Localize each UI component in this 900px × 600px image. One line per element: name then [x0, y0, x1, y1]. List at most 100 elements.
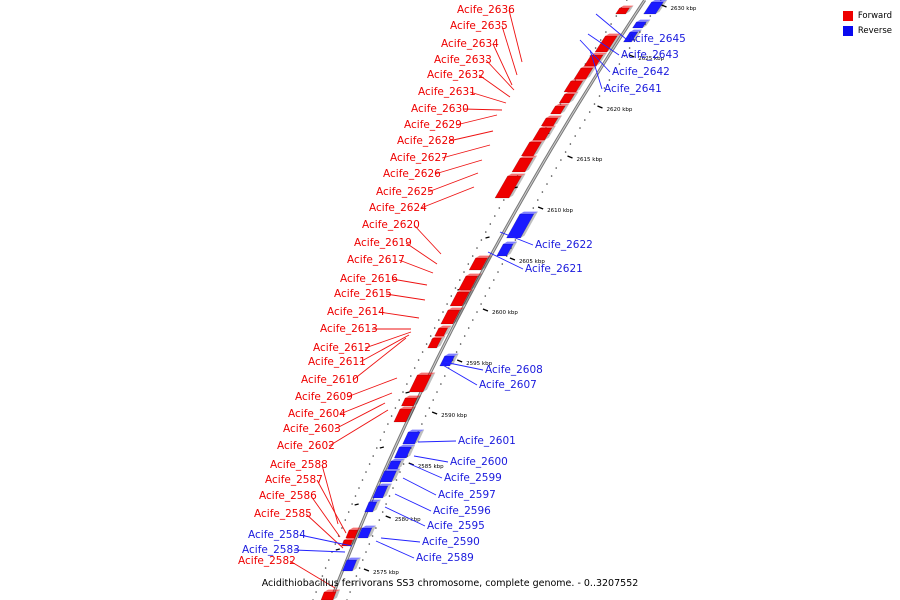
gene-shade — [354, 527, 363, 538]
track-dot — [467, 327, 470, 329]
track-dot — [388, 495, 391, 497]
track-dot — [485, 231, 487, 233]
reverse-gene-label[interactable]: Acife_2643 — [621, 49, 679, 61]
track-dot — [368, 543, 371, 545]
track-dot — [459, 343, 462, 345]
track-dot — [463, 335, 466, 337]
gene-bevel — [475, 255, 492, 258]
track-dash — [335, 548, 340, 551]
track-dot — [334, 543, 337, 545]
gene-shade — [352, 557, 361, 571]
track-dot — [433, 327, 436, 329]
forward-gene-label[interactable]: Acife_2635 — [450, 20, 508, 32]
reverse-gene-label[interactable]: Acife_2590 — [422, 536, 480, 548]
forward-gene-label[interactable]: Acife_2624 — [369, 202, 427, 214]
forward-gene-label[interactable]: Acife_2616 — [340, 273, 398, 285]
kbp-tick — [597, 105, 603, 109]
reverse-gene-label[interactable]: Acife_2584 — [248, 529, 306, 541]
forward-leader-line — [334, 402, 386, 430]
forward-gene-label[interactable]: Acife_2632 — [427, 69, 485, 81]
forward-gene-label[interactable]: Acife_2628 — [397, 135, 455, 147]
reverse-gene-label[interactable]: Acife_2622 — [535, 239, 593, 251]
forward-leader-line — [385, 293, 426, 301]
reverse-gene-label[interactable]: Acife_2645 — [628, 33, 686, 45]
track-dot — [594, 47, 597, 49]
track-dot — [440, 383, 442, 385]
forward-gene-label[interactable]: Acife_2615 — [334, 288, 392, 300]
forward-gene-label[interactable]: Acife_2582 — [238, 555, 296, 567]
reverse-gene-block — [496, 241, 518, 257]
track-dot — [362, 559, 364, 561]
reverse-gene-label[interactable]: Acife_2608 — [485, 364, 543, 376]
track-dot — [598, 95, 601, 97]
gene-shade — [462, 289, 474, 306]
forward-gene-label[interactable]: Acife_2614 — [327, 306, 385, 318]
track-dot — [639, 31, 641, 33]
forward-gene-label[interactable]: Acife_2609 — [295, 391, 353, 403]
forward-gene-label[interactable]: Acife_2617 — [347, 254, 405, 266]
forward-gene-label[interactable]: Acife_2636 — [457, 4, 515, 16]
forward-gene-label[interactable]: Acife_2620 — [362, 219, 420, 231]
track-dot — [537, 199, 539, 201]
forward-gene-label[interactable]: Acife_2612 — [313, 342, 371, 354]
reverse-gene-label[interactable]: Acife_2642 — [612, 66, 670, 78]
forward-gene-label[interactable]: Acife_2585 — [254, 508, 312, 520]
forward-gene-label[interactable]: Acife_2604 — [288, 408, 346, 420]
reverse-gene-label[interactable]: Acife_2597 — [438, 489, 496, 501]
forward-gene-label[interactable]: Acife_2619 — [354, 237, 412, 249]
gene-bevel — [520, 155, 538, 158]
forward-gene-label[interactable]: Acife_2633 — [434, 54, 492, 66]
reverse-gene-label[interactable]: Acife_2599 — [444, 472, 502, 484]
forward-gene-label[interactable]: Acife_2613 — [320, 323, 378, 335]
reverse-leader-line — [384, 506, 426, 527]
reverse-gene-label[interactable]: Acife_2595 — [427, 520, 485, 532]
forward-gene-label[interactable]: Acife_2602 — [277, 440, 335, 452]
reverse-leader-line — [589, 49, 603, 90]
reverse-leader-line — [487, 251, 524, 270]
gene-bevel — [349, 527, 363, 530]
forward-gene-label[interactable]: Acife_2625 — [376, 186, 434, 198]
legend-label-forward: Forward — [857, 10, 892, 21]
gene-face — [632, 21, 647, 29]
reverse-gene-label[interactable]: Acife_2583 — [242, 544, 300, 556]
kbp-label: 2590 kbp — [441, 413, 467, 419]
track-dot — [425, 343, 428, 345]
reverse-gene-label[interactable]: Acife_2601 — [458, 435, 516, 447]
forward-gene-label[interactable]: Acife_2634 — [441, 38, 499, 50]
reverse-gene-label[interactable]: Acife_2600 — [450, 456, 508, 468]
reverse-gene-label[interactable]: Acife_2596 — [433, 505, 491, 517]
forward-gene-label[interactable]: Acife_2627 — [390, 152, 448, 164]
forward-gene-label[interactable]: Acife_2631 — [418, 86, 476, 98]
forward-gene-label[interactable]: Acife_2626 — [383, 168, 441, 180]
kbp-tick — [537, 206, 544, 210]
reverse-leader-line — [417, 440, 457, 443]
kbp-label: 2605 kbp — [519, 259, 545, 265]
reverse-gene-label[interactable]: Acife_2621 — [525, 263, 583, 275]
track-dot — [471, 255, 474, 257]
forward-gene-label[interactable]: Acife_2611 — [308, 356, 366, 368]
gene-shade — [544, 125, 556, 140]
gene-shade — [642, 19, 651, 28]
legend-item-forward: Forward — [842, 8, 892, 23]
gene-shade — [481, 255, 492, 270]
reverse-leader-line — [375, 540, 415, 559]
forward-gene-label[interactable]: Acife_2588 — [270, 459, 328, 471]
forward-gene-label[interactable]: Acife_2610 — [301, 374, 359, 386]
track-dot — [472, 319, 474, 321]
gene-bevel — [507, 173, 526, 176]
forward-gene-label[interactable]: Acife_2629 — [404, 119, 462, 131]
track-dot — [355, 575, 358, 577]
track-dot — [371, 535, 374, 537]
gene-bevel — [399, 444, 416, 447]
gene-bevel — [377, 483, 392, 486]
gene-shade — [508, 173, 526, 198]
reverse-gene-label[interactable]: Acife_2607 — [479, 379, 537, 391]
forward-gene-label[interactable]: Acife_2587 — [265, 474, 323, 486]
reverse-gene-label[interactable]: Acife_2589 — [416, 552, 474, 564]
gene-shade — [506, 241, 518, 256]
forward-gene-label[interactable]: Acife_2630 — [411, 103, 469, 115]
forward-gene-label[interactable]: Acife_2603 — [283, 423, 341, 435]
reverse-gene-label[interactable]: Acife_2641 — [604, 83, 662, 95]
forward-gene-label[interactable]: Acife_2586 — [259, 490, 317, 502]
gene-shade — [625, 5, 634, 14]
